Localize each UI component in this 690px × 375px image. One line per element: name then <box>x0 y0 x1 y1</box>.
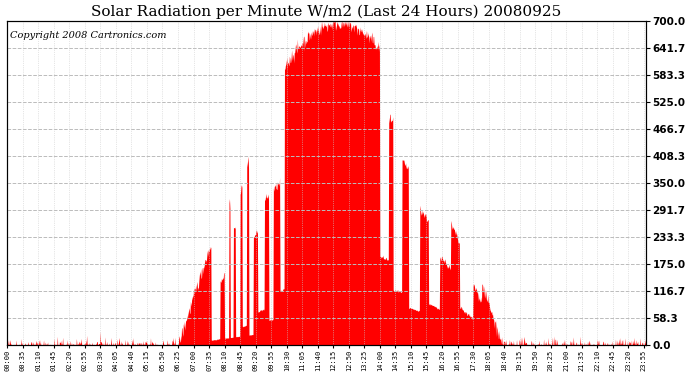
Title: Solar Radiation per Minute W/m2 (Last 24 Hours) 20080925: Solar Radiation per Minute W/m2 (Last 24… <box>91 4 562 18</box>
Text: Copyright 2008 Cartronics.com: Copyright 2008 Cartronics.com <box>10 31 167 40</box>
